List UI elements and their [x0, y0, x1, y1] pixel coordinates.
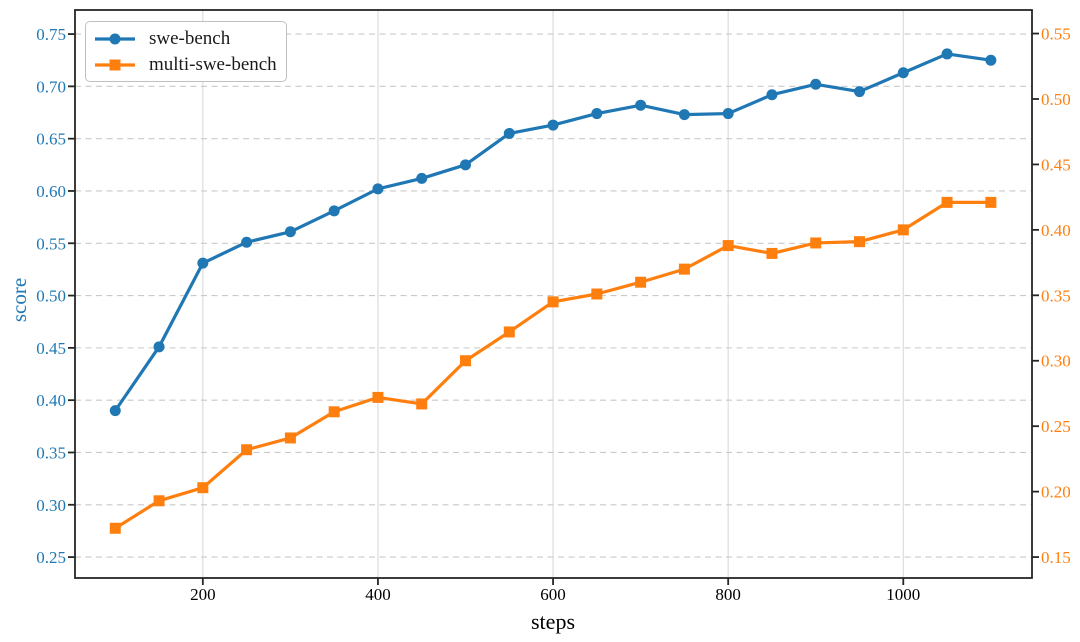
y-right-tick-label: 0.35: [1041, 286, 1071, 305]
y-right-tick-label: 0.20: [1041, 483, 1071, 502]
y-left-tick-label: 0.65: [36, 130, 66, 149]
data-point-swe-bench: [591, 108, 603, 120]
data-point-swe-bench: [109, 405, 121, 417]
tick-labels: 0.25 0.30 0.35 0.40 0.45 0.50 0.55 0.60 0.65 0.70…: [36, 25, 1071, 604]
data-point-swe-bench: [985, 54, 997, 66]
data-point-swe-bench: [941, 48, 953, 60]
y-left-tick-label: 0.35: [36, 443, 66, 462]
data-point-multi-swe-bench: [591, 288, 603, 300]
y-left-tick-label: 0.55: [36, 234, 66, 253]
data-point-swe-bench: [678, 109, 690, 121]
x-tick-label: 200: [190, 585, 216, 604]
data-point-multi-swe-bench: [197, 482, 209, 494]
data-point-swe-bench: [897, 67, 909, 79]
data-point-multi-swe-bench: [810, 237, 822, 249]
vertical-gridlines: [202, 10, 904, 578]
tick-marks: [68, 32, 1039, 585]
data-point-swe-bench: [153, 341, 165, 353]
data-point-multi-swe-bench: [284, 432, 296, 444]
data-point-multi-swe-bench: [328, 406, 340, 418]
data-point-multi-swe-bench: [109, 522, 121, 534]
data-point-multi-swe-bench: [722, 240, 734, 252]
data-point-multi-swe-bench: [766, 247, 778, 259]
x-tick-label: 600: [540, 585, 566, 604]
x-axis-label-steps: steps: [531, 609, 575, 634]
data-point-swe-bench: [328, 205, 340, 217]
data-point-swe-bench: [503, 127, 515, 139]
data-point-multi-swe-bench: [416, 398, 428, 410]
data-point-multi-swe-bench: [635, 276, 647, 288]
data-point-multi-swe-bench: [547, 296, 559, 308]
data-point-swe-bench: [241, 236, 253, 248]
y-right-tick-label: 0.55: [1041, 25, 1071, 44]
y-left-tick-label: 0.75: [36, 25, 66, 44]
legend-item-swe-bench: swe-bench: [94, 26, 277, 51]
data-point-swe-bench: [372, 183, 384, 195]
y-right-tick-label: 0.25: [1041, 417, 1071, 436]
x-tick-label: 400: [365, 585, 391, 604]
data-point-swe-bench: [460, 159, 472, 171]
data-point-swe-bench: [547, 119, 559, 131]
data-point-multi-swe-bench: [372, 391, 384, 403]
series-multi-swe-bench: [109, 196, 997, 534]
legend: swe-bench multi-swe-bench: [85, 21, 287, 82]
y-right-tick-label: 0.30: [1041, 352, 1071, 371]
y-left-tick-label: 0.30: [36, 496, 66, 515]
y-axis-label-score: score: [7, 277, 31, 323]
y-right-tick-label: 0.15: [1041, 548, 1071, 567]
y-left-tick-label: 0.60: [36, 182, 66, 201]
data-point-multi-swe-bench: [854, 236, 866, 248]
data-point-swe-bench: [810, 78, 822, 90]
data-point-multi-swe-bench: [678, 263, 690, 275]
y-left-tick-label: 0.70: [36, 77, 66, 96]
data-point-swe-bench: [284, 226, 296, 238]
data-point-swe-bench: [722, 108, 734, 120]
data-point-swe-bench: [197, 257, 209, 269]
y-left-tick-label: 0.45: [36, 339, 66, 358]
data-point-swe-bench: [766, 89, 778, 101]
data-point-multi-swe-bench: [941, 196, 953, 208]
data-point-multi-swe-bench: [153, 495, 165, 507]
data-point-multi-swe-bench: [460, 355, 472, 367]
x-tick-label: 800: [715, 585, 741, 604]
x-tick-label: 1000: [886, 585, 920, 604]
data-point-swe-bench: [854, 86, 866, 98]
y-right-tick-label: 0.50: [1041, 90, 1071, 109]
legend-label: multi-swe-bench: [149, 53, 277, 75]
y-left-tick-label: 0.50: [36, 287, 66, 306]
series-swe-bench: [109, 48, 997, 417]
legend-swatch-circle-icon: [95, 33, 135, 44]
data-point-swe-bench: [416, 172, 428, 184]
data-point-swe-bench: [635, 99, 647, 111]
data-point-multi-swe-bench: [503, 326, 515, 338]
legend-item-multi-swe-bench: multi-swe-bench: [94, 52, 277, 77]
y-right-tick-label: 0.45: [1041, 155, 1071, 174]
y-left-tick-label: 0.25: [36, 548, 66, 567]
y-right-tick-label: 0.40: [1041, 221, 1071, 240]
data-point-multi-swe-bench: [985, 196, 997, 208]
data-point-multi-swe-bench: [897, 224, 909, 236]
legend-label: swe-bench: [149, 27, 231, 49]
legend-swatch-square-icon: [95, 59, 135, 70]
data-point-multi-swe-bench: [241, 444, 253, 456]
y-left-tick-label: 0.40: [36, 391, 66, 410]
